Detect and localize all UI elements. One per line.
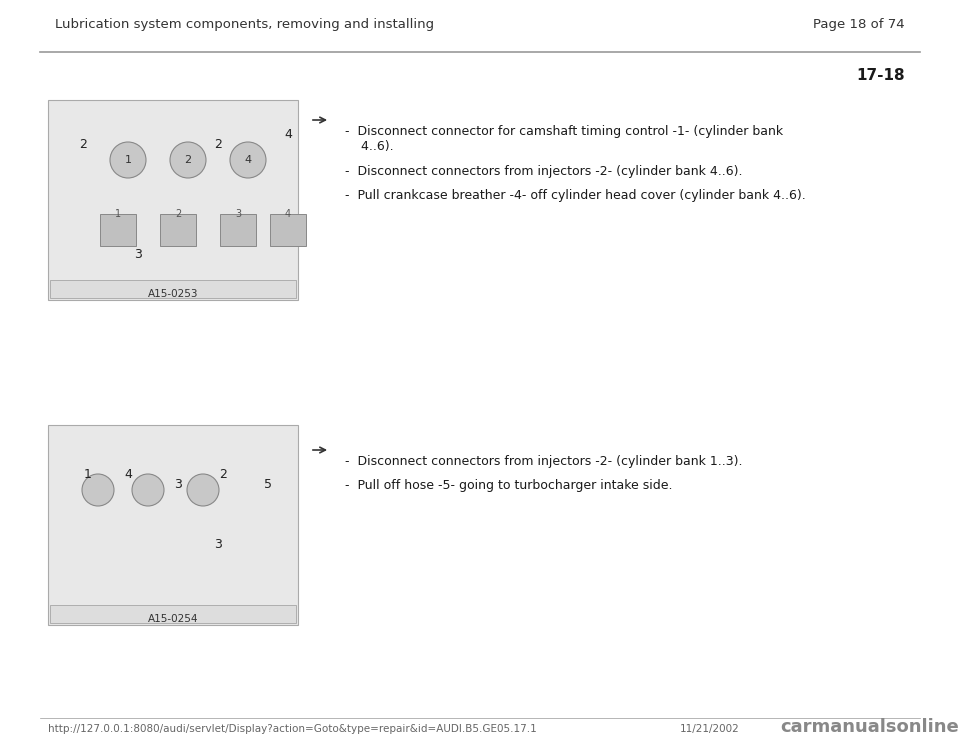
Bar (160, 214, 196, 246)
Text: -  Pull off hose -5- going to turbocharger intake side.: - Pull off hose -5- going to turbocharge… (345, 479, 673, 492)
Text: 17-18: 17-18 (856, 68, 905, 83)
Circle shape (110, 142, 146, 178)
Bar (100, 214, 136, 246)
Circle shape (170, 142, 206, 178)
Text: -  Disconnect connectors from injectors -2- (cylinder bank 4..6).: - Disconnect connectors from injectors -… (345, 165, 742, 178)
Text: 2: 2 (214, 139, 222, 151)
Text: -  Disconnect connector for camshaft timing control -1- (cylinder bank
    4..6): - Disconnect connector for camshaft timi… (345, 125, 783, 153)
Circle shape (82, 474, 114, 506)
Circle shape (230, 142, 266, 178)
Circle shape (132, 474, 164, 506)
Text: http://127.0.0.1:8080/audi/servlet/Display?action=Goto&type=repair&id=AUDI.B5.GE: http://127.0.0.1:8080/audi/servlet/Displ… (48, 724, 537, 734)
Text: 4: 4 (245, 155, 252, 165)
Text: -  Pull crankcase breather -4- off cylinder head cover (cylinder bank 4..6).: - Pull crankcase breather -4- off cylind… (345, 189, 805, 202)
Bar (48, 425, 298, 625)
Bar (220, 214, 256, 246)
Bar (270, 214, 306, 246)
Text: 1: 1 (125, 155, 132, 165)
Circle shape (187, 474, 219, 506)
Text: 4: 4 (124, 468, 132, 482)
Text: Page 18 of 74: Page 18 of 74 (813, 18, 905, 31)
Text: 2: 2 (219, 468, 227, 482)
Text: 3: 3 (235, 209, 241, 219)
Text: 11/21/2002: 11/21/2002 (680, 724, 740, 734)
Text: A15-0253: A15-0253 (148, 289, 199, 299)
Text: 5: 5 (264, 479, 272, 491)
Text: 1: 1 (84, 468, 92, 482)
Text: carmanualsonline.info: carmanualsonline.info (780, 718, 960, 736)
Text: -  Disconnect connectors from injectors -2- (cylinder bank 1..3).: - Disconnect connectors from injectors -… (345, 455, 742, 468)
Text: 2: 2 (184, 155, 192, 165)
Text: 3: 3 (134, 249, 142, 261)
Text: 3: 3 (174, 479, 182, 491)
Text: A15-0254: A15-0254 (148, 614, 199, 624)
Text: 4: 4 (285, 209, 291, 219)
Text: 2: 2 (175, 209, 181, 219)
Bar (48, 100, 298, 300)
Text: 3: 3 (214, 539, 222, 551)
Bar (50, 605, 296, 623)
Text: 1: 1 (115, 209, 121, 219)
Text: 4: 4 (284, 128, 292, 142)
Bar (50, 280, 296, 298)
Text: Lubrication system components, removing and installing: Lubrication system components, removing … (55, 18, 434, 31)
Text: 2: 2 (79, 139, 87, 151)
